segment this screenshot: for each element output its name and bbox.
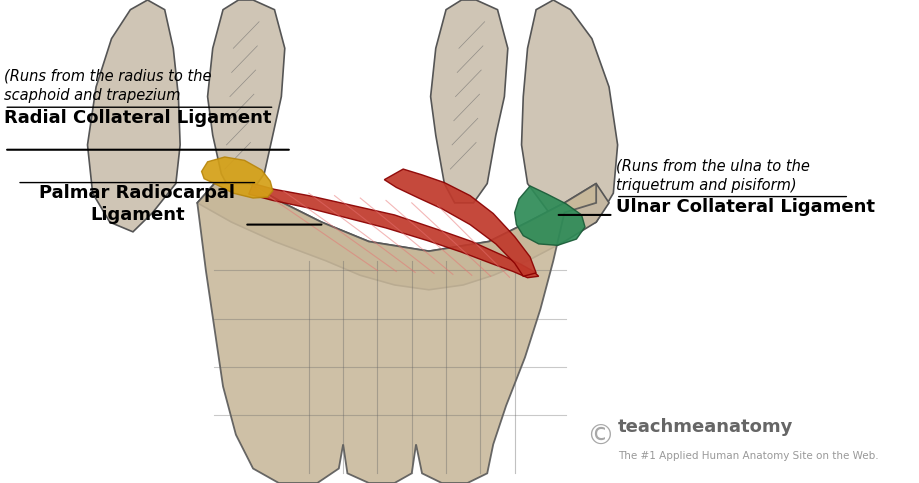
Polygon shape — [384, 169, 536, 276]
Polygon shape — [201, 157, 273, 198]
Polygon shape — [515, 186, 585, 245]
Text: teachmeanatomy: teachmeanatomy — [618, 418, 793, 437]
Text: Palmar Radiocarpal
Ligament: Palmar Radiocarpal Ligament — [40, 184, 235, 224]
Polygon shape — [87, 0, 180, 232]
Polygon shape — [249, 184, 539, 278]
Text: The #1 Applied Human Anatomy Site on the Web.: The #1 Applied Human Anatomy Site on the… — [618, 452, 879, 461]
Text: ©: © — [586, 423, 615, 451]
Text: (Runs from the ulna to the
triquetrum and pisiform): (Runs from the ulna to the triquetrum an… — [616, 158, 810, 193]
Text: Ulnar Collateral Ligament: Ulnar Collateral Ligament — [616, 198, 875, 216]
Polygon shape — [208, 0, 285, 193]
Text: (Runs from the radius to the
scaphoid and trapezium: (Runs from the radius to the scaphoid an… — [5, 69, 211, 103]
Polygon shape — [198, 184, 609, 290]
Polygon shape — [431, 0, 508, 203]
Text: Radial Collateral Ligament: Radial Collateral Ligament — [5, 109, 272, 127]
Polygon shape — [522, 0, 618, 232]
Polygon shape — [198, 184, 596, 483]
